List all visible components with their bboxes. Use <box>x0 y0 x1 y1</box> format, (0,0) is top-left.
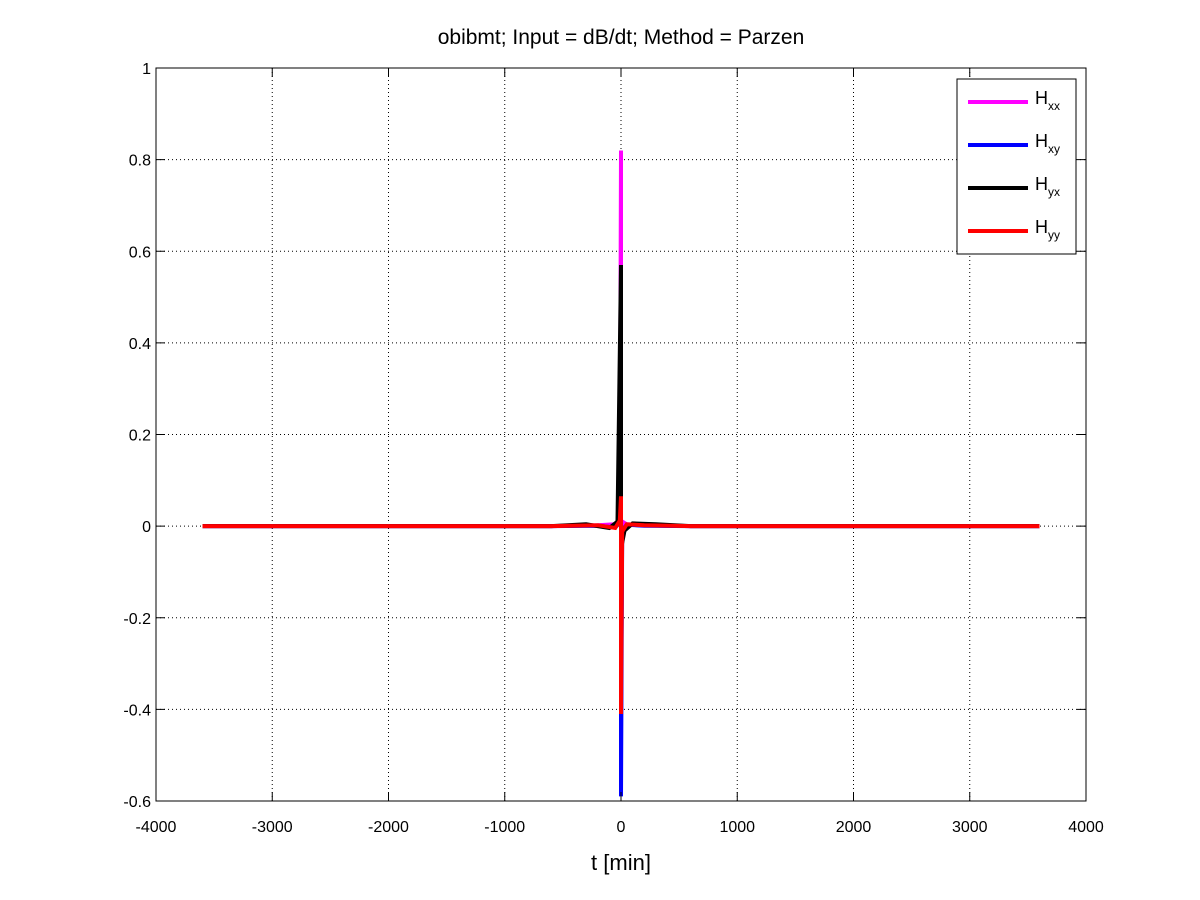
y-tick-label: 0.4 <box>129 336 151 353</box>
y-tick-label: 0.2 <box>129 428 151 445</box>
x-tick-label: 3000 <box>952 819 988 836</box>
y-tick-label: -0.6 <box>123 794 151 811</box>
chart-title: obibmt; Input = dB/dt; Method = Parzen <box>438 26 805 49</box>
x-axis-label: t [min] <box>591 850 651 875</box>
legend-label-yy: Hyy <box>1035 217 1060 242</box>
y-tick-label: 0 <box>142 519 151 536</box>
y-tick-label: -0.2 <box>123 611 151 628</box>
y-tick-label: 1 <box>142 61 151 78</box>
y-tick-label: 0.8 <box>129 153 151 170</box>
series-line-yy <box>202 496 1040 715</box>
legend-label-subscript: xx <box>1048 99 1060 113</box>
y-tick-label: -0.4 <box>123 702 151 719</box>
y-tick-label: 0.6 <box>129 244 151 261</box>
legend-label-subscript: xy <box>1048 142 1060 156</box>
x-tick-label: -4000 <box>136 819 177 836</box>
legend-label-xy: Hxy <box>1035 131 1060 156</box>
legend-box <box>956 78 1077 255</box>
legend-label-main: H <box>1035 88 1048 108</box>
x-tick-label: -3000 <box>252 819 293 836</box>
x-tick-label: -2000 <box>368 819 409 836</box>
x-tick-label: 0 <box>617 819 626 836</box>
x-tick-label: 4000 <box>1068 819 1104 836</box>
ticks: -4000 -3000 -2000 -1000 0 1000 2000 3000 4000 -0.… <box>123 61 1103 836</box>
legend-label-main: H <box>1035 174 1048 194</box>
legend-label-main: H <box>1035 131 1048 151</box>
legend-label-subscript: yy <box>1048 228 1060 242</box>
x-tick-label: 1000 <box>719 819 755 836</box>
legend-label-yx: Hyx <box>1035 174 1060 199</box>
legend-label-subscript: yx <box>1048 185 1060 199</box>
legend-label-main: H <box>1035 217 1048 237</box>
series-layer <box>202 150 1040 797</box>
x-tick-label: -1000 <box>484 819 525 836</box>
x-tick-label: 2000 <box>836 819 872 836</box>
legend-label-xx: Hxx <box>1035 88 1060 113</box>
